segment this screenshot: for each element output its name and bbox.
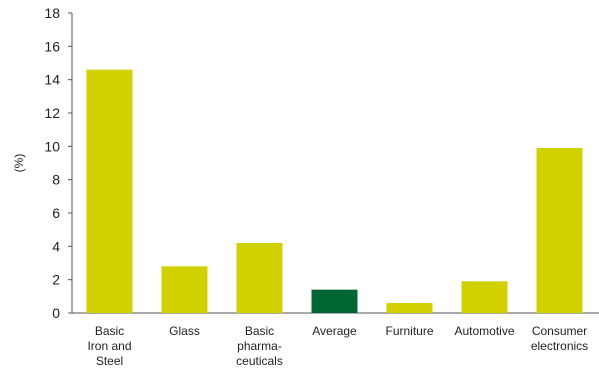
x-category-label: Furniture <box>385 324 433 338</box>
y-tick-label: 10 <box>44 138 60 154</box>
bars <box>86 69 583 314</box>
bar <box>461 281 508 313</box>
y-tick-label: 16 <box>44 38 60 54</box>
bar <box>311 289 358 313</box>
y-axis-title: (%) <box>12 154 26 173</box>
bar <box>386 303 433 313</box>
y-axis-ticks: 0 2 4 6 8 10 12 14 16 18 <box>44 5 72 321</box>
x-category-label: Glass <box>169 324 200 338</box>
y-tick-label: 2 <box>52 272 60 288</box>
x-category-label: Basic pharma-ceuticals <box>236 324 283 368</box>
bar <box>86 69 133 314</box>
y-tick-label: 18 <box>44 5 60 21</box>
x-category-label: Average <box>312 324 357 338</box>
y-tick-label: 6 <box>52 205 60 221</box>
y-tick-label: 8 <box>52 172 60 188</box>
bar <box>161 266 208 313</box>
y-tick-label: 0 <box>52 305 60 321</box>
x-category-label: Automotive <box>454 324 514 338</box>
x-category-label: Consumer electronics <box>531 324 588 353</box>
bar <box>536 148 583 313</box>
x-category-label: Basic Iron and Steel <box>87 324 131 368</box>
y-tick-label: 4 <box>52 238 60 254</box>
bar <box>236 243 283 313</box>
y-tick-label: 12 <box>44 105 60 121</box>
x-axis-labels: Basic Iron and Steel Glass Basic pharma-ceuti… <box>87 324 588 368</box>
y-tick-label: 14 <box>44 72 60 88</box>
